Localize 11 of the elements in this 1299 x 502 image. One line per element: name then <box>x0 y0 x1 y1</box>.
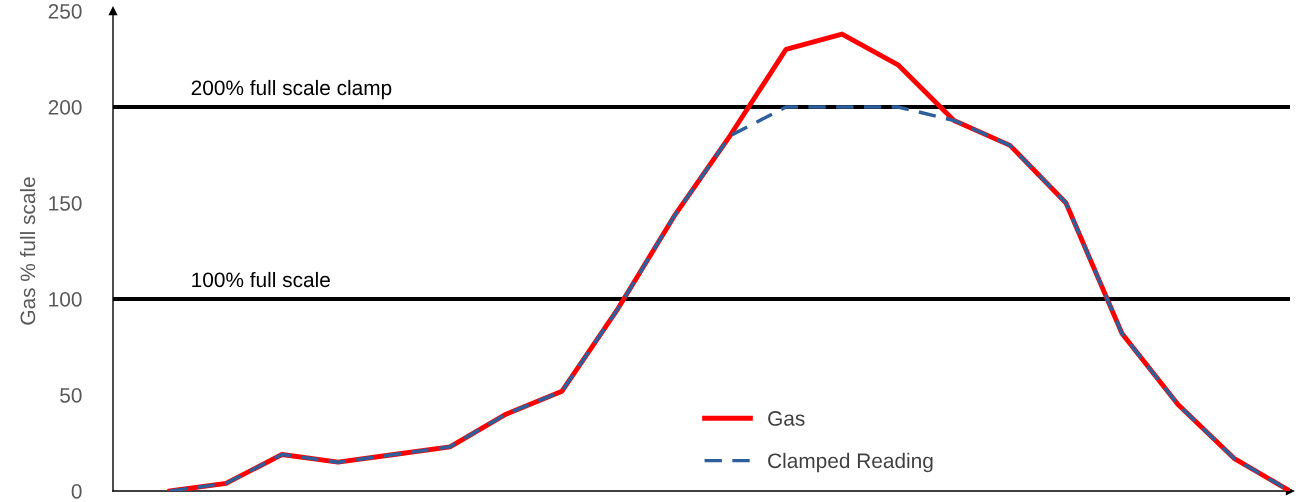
y-tick-label: 200 <box>48 100 82 115</box>
ref-line-label: 200% full scale clamp <box>191 79 392 100</box>
y-axis-title: Gas % full scale <box>19 177 36 325</box>
y-tick-label: 50 <box>60 388 82 403</box>
y-tick-label: 100 <box>49 292 82 307</box>
legend-label: Clamped Reading <box>768 452 933 473</box>
legend-label: Gas <box>768 411 805 426</box>
y-tick-label: 0 <box>71 484 82 499</box>
y-tick-label: 250 <box>48 4 82 19</box>
y-tick-label: 150 <box>49 196 82 211</box>
ref-line-label: 100% full scale <box>192 271 330 288</box>
